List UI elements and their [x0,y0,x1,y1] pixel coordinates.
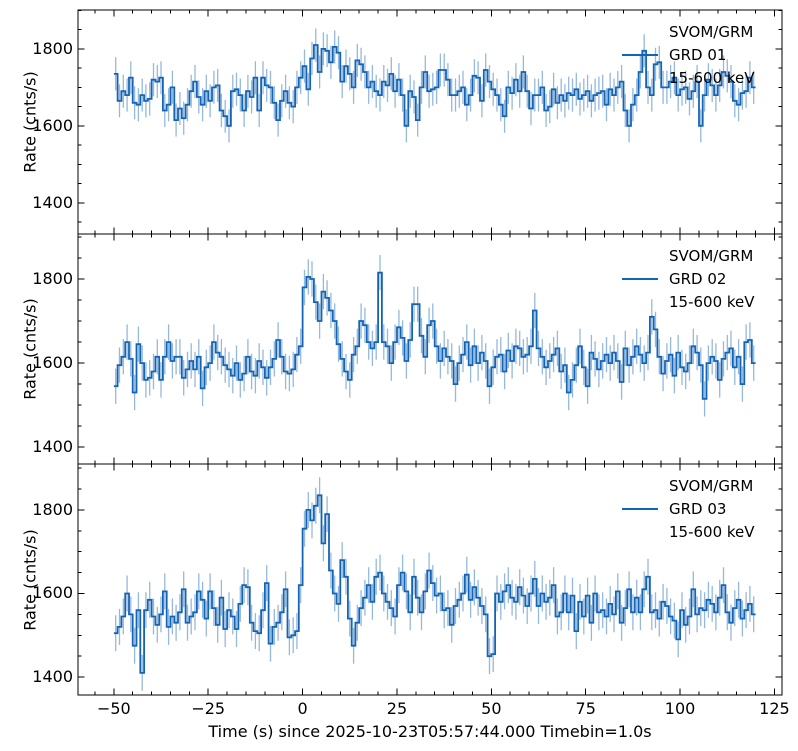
x-tick-label: 100 [664,699,696,718]
axis-ticks [78,234,782,464]
x-tick-label: 50 [481,699,502,718]
lightcurve-step-grd-03 [113,494,756,674]
errorbars-grd-01 [115,28,755,143]
x-tick-label: 0 [297,699,308,718]
axis-ticks [78,464,782,695]
x-tick-label: 25 [386,699,408,718]
legend-line-sample-panel2 [622,278,658,280]
panel-spines [77,463,783,696]
legend-detector-label: GRD 01 [669,46,727,64]
y-tick-label: 1400 [32,437,73,457]
axis-ticks [78,9,782,234]
legend-mission-label: SVOM/GRM [669,477,754,495]
lightcurve-step-grd-02 [113,271,756,400]
y-tick-label: 1800 [32,499,73,519]
x-tick-label: 75 [575,699,596,718]
y-tick-label: 1400 [32,192,73,212]
y-axis-label-panel3: Rate (cnts/s) [20,529,40,631]
legend-energy-band-label: 15-600 keV [669,523,755,541]
y-tick-label: 1600 [32,583,73,603]
x-tick-label: 125 [759,699,790,718]
y-tick-label: 1800 [32,38,73,58]
x-tick-label: −25 [191,699,226,718]
y-tick-label: 1800 [32,268,73,288]
legend-energy-band-label: 15-600 keV [669,293,755,311]
legend-panel1: SVOM/GRM GRD 01 15-600 keV [669,21,755,90]
y-tick-label: 1400 [32,667,73,687]
legend-panel3: SVOM/GRM GRD 03 15-600 keV [669,475,755,544]
legend-detector-label: GRD 02 [669,270,727,288]
legend-energy-band-label: 15-600 keV [669,69,755,87]
legend-detector-label: GRD 03 [669,500,727,518]
legend-panel2: SVOM/GRM GRD 02 15-600 keV [669,245,755,314]
y-axis-label-panel2: Rate (cnts/s) [20,298,40,400]
y-tick-label: 1600 [32,353,73,373]
y-tick-label: 1600 [32,115,73,135]
legend-mission-label: SVOM/GRM [669,23,754,41]
lightcurve-step-grd-01 [113,44,756,127]
legend-mission-label: SVOM/GRM [669,247,754,265]
x-tick-label: −50 [96,699,131,718]
legend-line-sample-panel1 [622,54,658,56]
x-axis-label: Time (s) since 2025-10-23T05:57:44.000 T… [208,722,652,741]
legend-line-sample-panel3 [622,508,658,510]
